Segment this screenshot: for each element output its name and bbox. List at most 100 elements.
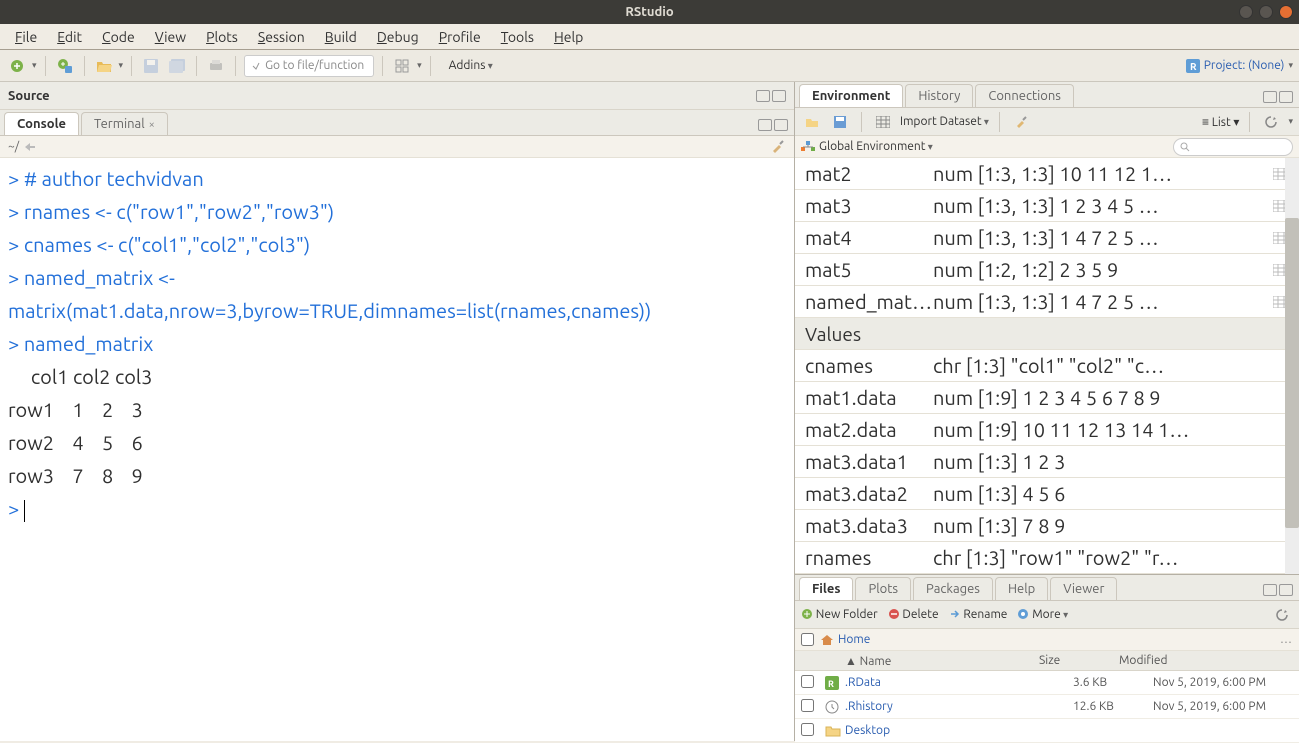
svg-text:R: R — [828, 679, 834, 689]
file-checkbox[interactable] — [801, 675, 814, 688]
col-modified-header[interactable]: Modified — [1119, 654, 1299, 667]
menu-help[interactable]: Help — [545, 27, 592, 47]
file-modified: Nov 5, 2019, 6:00 PM — [1153, 700, 1293, 713]
console-output[interactable]: > # author techvidvan > rnames <- c("row… — [0, 158, 794, 741]
project-selector[interactable]: R Project: (None) ▾ — [1186, 59, 1293, 73]
tab-packages[interactable]: Packages — [913, 577, 993, 600]
menu-code[interactable]: Code — [93, 27, 144, 47]
tab-files[interactable]: Files — [799, 577, 853, 600]
files-list[interactable]: R.RData3.6 KBNov 5, 2019, 6:00 PM.Rhisto… — [795, 671, 1299, 743]
tab-console[interactable]: Console — [4, 112, 79, 135]
env-value-row[interactable]: rnameschr [1:3] "row1" "row2" "r… — [795, 542, 1299, 574]
close-icon[interactable] — [1279, 5, 1293, 19]
breadcrumb-home[interactable]: Home — [838, 633, 870, 646]
col-name-header[interactable]: ▲ Name — [795, 654, 1039, 668]
file-row[interactable]: .Rhistory12.6 KBNov 5, 2019, 6:00 PM — [795, 695, 1299, 719]
env-minimize-icon[interactable] — [1263, 91, 1277, 103]
rename-button[interactable]: Rename — [949, 608, 1008, 621]
file-name[interactable]: .RData — [845, 676, 1073, 689]
file-row[interactable]: Desktop — [795, 719, 1299, 743]
refresh-icon[interactable] — [1260, 111, 1282, 133]
menu-session[interactable]: Session — [249, 27, 314, 47]
files-select-all-checkbox[interactable] — [801, 633, 814, 646]
console-minimize-icon[interactable] — [758, 119, 772, 131]
broom-icon[interactable] — [770, 139, 786, 155]
maximize-icon[interactable] — [1259, 5, 1273, 19]
grid-icon[interactable] — [391, 55, 413, 77]
menu-plots[interactable]: Plots — [197, 27, 247, 47]
tab-terminal[interactable]: Terminal× — [81, 112, 168, 135]
load-workspace-icon[interactable] — [801, 111, 823, 133]
tab-connections[interactable]: Connections — [975, 84, 1074, 107]
tab-environment[interactable]: Environment — [799, 84, 903, 107]
menu-view[interactable]: View — [146, 27, 195, 47]
save-all-icon[interactable] — [166, 55, 188, 77]
goto-file-input[interactable]: Go to file/function — [244, 55, 374, 77]
terminal-close-icon[interactable]: × — [149, 119, 155, 131]
tab-history[interactable]: History — [905, 84, 973, 107]
minimize-icon[interactable] — [1239, 5, 1253, 19]
menu-file[interactable]: File — [6, 27, 46, 47]
save-workspace-icon[interactable] — [829, 111, 851, 133]
file-name[interactable]: Desktop — [845, 724, 1073, 737]
file-checkbox[interactable] — [801, 699, 814, 712]
env-search-input[interactable] — [1173, 138, 1293, 156]
file-checkbox[interactable] — [801, 723, 814, 736]
tab-plots[interactable]: Plots — [855, 577, 911, 600]
files-header: ▲ Name Size Modified — [795, 651, 1299, 671]
new-folder-button[interactable]: New Folder — [801, 608, 878, 621]
clear-workspace-icon[interactable] — [1010, 111, 1032, 133]
file-name[interactable]: .Rhistory — [845, 700, 1073, 713]
import-dataset-icon[interactable] — [872, 111, 894, 133]
env-data-row[interactable]: mat3num [1:3, 1:3] 1 2 3 4 5 … — [795, 190, 1299, 222]
files-maximize-icon[interactable] — [1279, 584, 1293, 596]
save-icon[interactable] — [140, 55, 162, 77]
source-maximize-icon[interactable] — [772, 90, 786, 102]
new-file-icon[interactable] — [6, 55, 28, 77]
col-size-header[interactable]: Size — [1039, 654, 1119, 667]
files-minimize-icon[interactable] — [1263, 584, 1277, 596]
env-data-row[interactable]: mat5num [1:2, 1:2] 2 3 5 9 — [795, 254, 1299, 286]
files-more-icon[interactable]: … — [1280, 633, 1293, 646]
files-refresh-icon[interactable] — [1271, 604, 1293, 626]
file-modified: Nov 5, 2019, 6:00 PM — [1153, 676, 1293, 689]
file-row[interactable]: R.RData3.6 KBNov 5, 2019, 6:00 PM — [795, 671, 1299, 695]
more-button[interactable]: More — [1017, 608, 1068, 621]
menu-tools[interactable]: Tools — [492, 27, 543, 47]
env-data-row[interactable]: mat2num [1:3, 1:3] 10 11 12 1… — [795, 158, 1299, 190]
env-value-row[interactable]: mat1.datanum [1:9] 1 2 3 4 5 6 7 8 9 — [795, 382, 1299, 414]
env-scrollbar-thumb[interactable] — [1285, 218, 1299, 528]
titlebar: RStudio — [0, 0, 1299, 24]
files-pane: Files Plots Packages Help Viewer New Fol… — [795, 575, 1299, 743]
file-icon — [825, 700, 845, 714]
menu-edit[interactable]: Edit — [48, 27, 91, 47]
open-file-icon[interactable] — [93, 55, 115, 77]
main-area: Source Console Terminal× ~/ > # author t… — [0, 82, 1299, 741]
menu-profile[interactable]: Profile — [430, 27, 490, 47]
env-value-row[interactable]: mat3.data3num [1:3] 7 8 9 — [795, 510, 1299, 542]
source-minimize-icon[interactable] — [756, 90, 770, 102]
tab-help[interactable]: Help — [995, 577, 1048, 600]
import-dataset-button[interactable]: Import Dataset — [900, 115, 989, 128]
addins-button[interactable]: Addins — [439, 57, 503, 74]
env-data-row[interactable]: named_mat…num [1:3, 1:3] 1 4 7 2 5 … — [795, 286, 1299, 318]
print-icon[interactable] — [205, 55, 227, 77]
menu-build[interactable]: Build — [316, 27, 366, 47]
env-scope-selector[interactable]: Global Environment — [819, 140, 933, 153]
env-data-row[interactable]: mat4num [1:3, 1:3] 1 4 7 2 5 … — [795, 222, 1299, 254]
env-value-row[interactable]: mat3.data1num [1:3] 1 2 3 — [795, 446, 1299, 478]
env-value-row[interactable]: mat3.data2num [1:3] 4 5 6 — [795, 478, 1299, 510]
console-tabs: Console Terminal× — [0, 110, 794, 136]
file-icon — [825, 725, 845, 737]
tab-viewer[interactable]: Viewer — [1050, 577, 1117, 600]
list-view-button[interactable]: ≡ List ▾ — [1202, 115, 1239, 129]
console-maximize-icon[interactable] — [774, 119, 788, 131]
env-value-row[interactable]: mat2.datanum [1:9] 10 11 12 13 14 1… — [795, 414, 1299, 446]
env-maximize-icon[interactable] — [1279, 91, 1293, 103]
new-project-icon[interactable] — [54, 55, 76, 77]
env-value-row[interactable]: cnameschr [1:3] "col1" "col2" "c… — [795, 350, 1299, 382]
home-icon[interactable] — [820, 633, 834, 647]
environment-list[interactable]: mat2num [1:3, 1:3] 10 11 12 1…mat3num [1… — [795, 158, 1299, 574]
delete-button[interactable]: Delete — [888, 608, 939, 621]
menu-debug[interactable]: Debug — [368, 27, 428, 47]
